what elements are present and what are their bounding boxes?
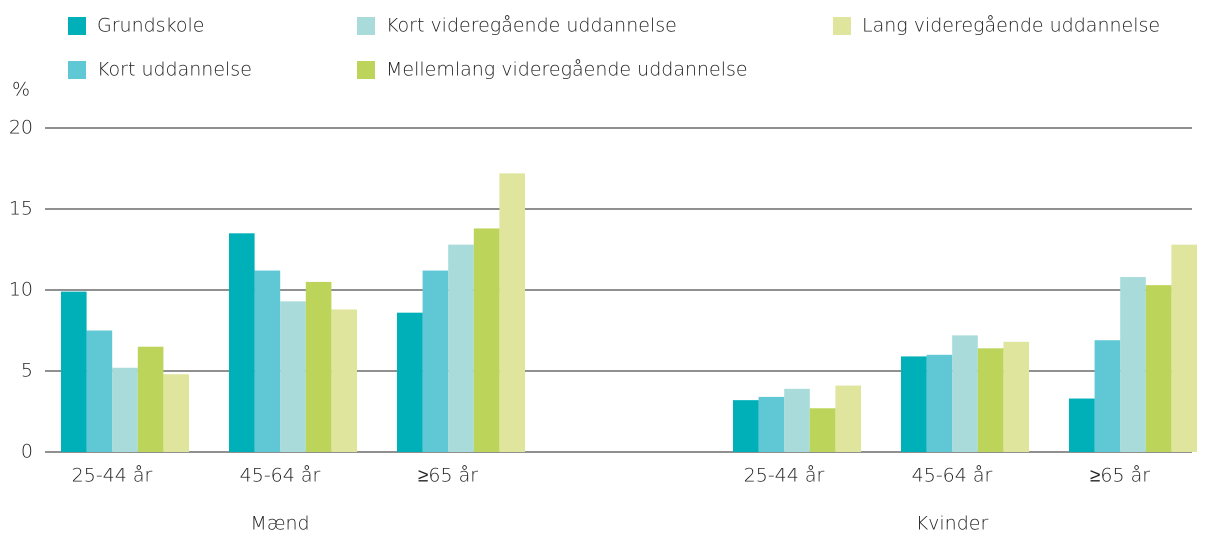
legend-label: Kort uddannelse: [97, 59, 252, 81]
bar: [901, 356, 927, 452]
legend-label: Grundskole: [97, 15, 205, 37]
legend-swatch: [68, 17, 86, 35]
bar: [835, 385, 861, 452]
group-label: Kvinder: [916, 513, 989, 535]
bar: [1171, 244, 1197, 452]
y-tick-label: 15: [9, 198, 33, 220]
y-tick-label: 10: [9, 279, 33, 301]
bar: [137, 346, 164, 452]
y-tick-label: 0: [21, 441, 33, 463]
bar: [305, 281, 332, 452]
y-axis-label: %: [12, 79, 30, 101]
x-tick-label: ≥65 år: [418, 465, 478, 487]
legend-label: Mellemlang videregående uddannelse: [386, 59, 748, 81]
bar: [926, 354, 953, 452]
bar: [733, 400, 759, 452]
bar: [952, 335, 978, 452]
y-tick-label: 20: [9, 117, 33, 139]
x-tick-label: ≥65 år: [1090, 465, 1150, 487]
bar: [254, 270, 281, 452]
bar: [977, 348, 1004, 452]
bar: [422, 270, 449, 452]
x-tick-label: 45-64 år: [240, 465, 321, 487]
x-tick-label: 25-44 år: [72, 465, 153, 487]
legend-label: Kort videregående uddannelse: [386, 15, 677, 37]
bar: [331, 309, 357, 452]
legend-swatch: [357, 61, 375, 79]
bar: [1120, 277, 1146, 452]
bar: [1145, 285, 1172, 452]
bar: [163, 374, 189, 452]
bar: [112, 367, 138, 452]
group-label: Mænd: [250, 513, 309, 535]
bar: [758, 396, 785, 452]
legend-swatch: [833, 17, 851, 35]
bar: [809, 408, 836, 452]
bar: [86, 330, 113, 452]
bar: [280, 301, 306, 452]
bar: [499, 173, 525, 453]
bar: [1094, 340, 1121, 452]
bar: [784, 388, 810, 452]
bar: [1069, 398, 1095, 452]
y-tick-label: 5: [21, 360, 33, 382]
legend-swatch: [357, 17, 375, 35]
bar: [448, 244, 474, 452]
x-tick-label: 45-64 år: [912, 465, 993, 487]
legend-swatch: [68, 61, 86, 79]
bar: [397, 312, 423, 452]
bar: [1003, 341, 1029, 452]
bar: [473, 228, 500, 452]
bar: [229, 233, 255, 452]
x-tick-label: 25-44 år: [744, 465, 825, 487]
legend-label: Lang videregående uddannelse: [862, 15, 1160, 37]
bar: [61, 291, 87, 452]
